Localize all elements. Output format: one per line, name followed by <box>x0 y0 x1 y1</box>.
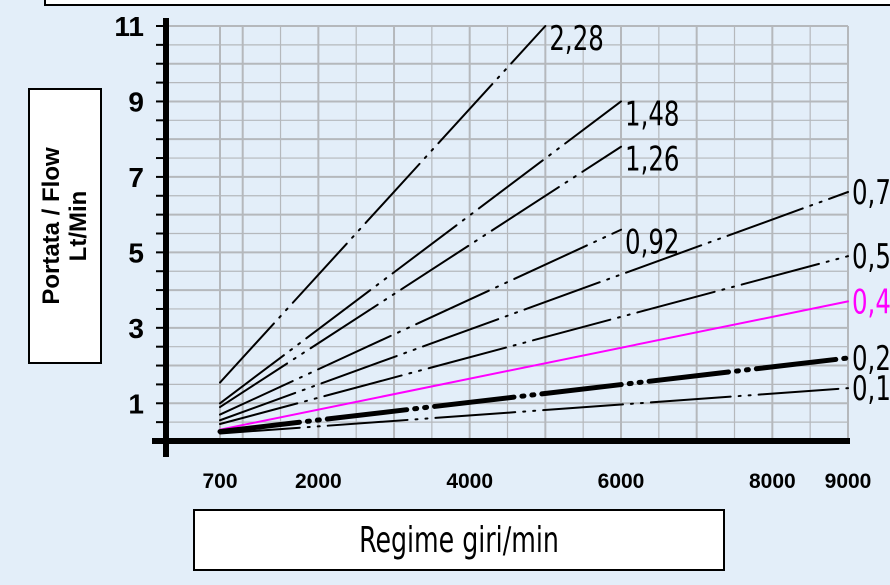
series-label: 1,48 <box>625 94 679 133</box>
series-line <box>219 228 623 416</box>
y-tick-label: 11 <box>114 11 144 42</box>
series-label: 0,16 <box>852 369 890 408</box>
series-label: 0,5 <box>852 237 890 276</box>
x-tick-label: 2000 <box>295 470 342 493</box>
series-line <box>219 255 849 426</box>
x-axis-label: Regime giri/min <box>359 519 559 561</box>
y-axis-label-line-1: Portata / Flow <box>38 147 65 305</box>
x-tick-label: 6000 <box>598 470 645 493</box>
y-tick-label: 9 <box>128 86 144 117</box>
series-line <box>219 25 547 384</box>
series-label: 0,7 <box>852 173 890 212</box>
y-tick-label: 3 <box>128 313 144 344</box>
series-labels: 2,28 1,48 1,26 0,92 0,7 0,5 0,4 0,20,16 <box>549 19 890 408</box>
y-axis-label-box: Portata / Flow Lt/Min <box>28 88 102 364</box>
x-tick-label: 8000 <box>749 470 796 493</box>
series-line <box>219 191 849 422</box>
series-line <box>219 145 623 409</box>
y-tick-label: 7 <box>128 162 144 193</box>
series-line <box>217 355 851 435</box>
series-label: 2,28 <box>549 19 603 58</box>
x-tick-label: 4000 <box>446 470 493 493</box>
series-label: 0,92 <box>625 223 679 262</box>
x-axis-label-box: Regime giri/min <box>193 509 725 571</box>
top-frame <box>44 0 890 6</box>
axes <box>152 18 850 457</box>
series-label: 1,26 <box>625 140 679 179</box>
series-line <box>219 387 849 435</box>
series-lines <box>217 25 851 435</box>
series-label: 0,4 <box>852 282 890 321</box>
x-tick-label: 700 <box>202 470 237 493</box>
y-tick-label: 5 <box>128 237 144 268</box>
y-axis-label-line-2: Lt/Min <box>65 190 92 262</box>
grid <box>166 25 849 441</box>
x-tick-label: 9000 <box>825 470 872 493</box>
series-line <box>219 300 849 431</box>
y-axis-label: Portata / Flow Lt/Min <box>38 147 92 304</box>
tick-labels: 1 3 5 7 9 11 700 2000 4000 6000 8000 9000 <box>114 11 871 493</box>
series-line <box>219 100 623 405</box>
series-label: 0,2 <box>852 339 890 378</box>
y-tick-label: 1 <box>128 388 144 419</box>
